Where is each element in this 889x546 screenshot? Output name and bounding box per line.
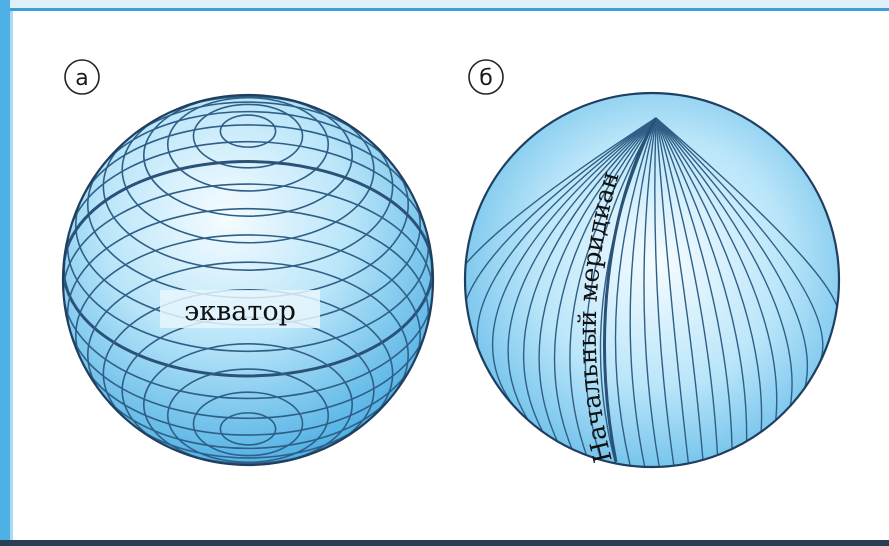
parallel-line — [219, 114, 277, 148]
meridian-line — [655, 117, 809, 388]
parallel-line — [192, 103, 304, 169]
globe-b-marker-text: б — [479, 66, 493, 91]
globe-a-marker: а — [64, 59, 100, 95]
parallel-line — [74, 234, 422, 436]
parallel-line — [102, 101, 394, 271]
meridian-line — [553, 117, 657, 450]
meridian-line — [655, 117, 778, 421]
frame-inner-left — [10, 11, 13, 546]
parallel-line — [192, 391, 304, 457]
parallel-line — [219, 412, 277, 446]
meridian-line — [655, 117, 690, 464]
meridian-line — [569, 117, 657, 456]
meridian-line — [507, 117, 657, 421]
parallel-line — [166, 96, 330, 192]
meridian-line — [655, 117, 793, 406]
meridian-line — [655, 117, 748, 442]
meridian-line — [655, 117, 824, 364]
parallel-line — [166, 368, 330, 464]
meridian-line — [643, 117, 660, 467]
globe-b-outline — [463, 91, 841, 469]
globe-a-outline — [61, 93, 435, 467]
globe-a-sphere — [63, 95, 433, 465]
meridian-line — [491, 117, 657, 407]
globe-b-marker: б — [468, 59, 504, 95]
meridian-line — [629, 117, 657, 467]
parallel-line — [121, 95, 375, 244]
parallel-line — [102, 289, 394, 459]
globe-a-marker-text: а — [75, 66, 88, 91]
meridian-line — [655, 117, 763, 432]
meridian-line — [655, 117, 719, 456]
meridian-line — [614, 117, 657, 466]
meridian-line — [655, 117, 733, 450]
globe-b-sphere — [465, 93, 839, 467]
parallel-line — [86, 261, 410, 450]
meridian-line — [654, 117, 675, 466]
globe-a — [61, 93, 435, 467]
prime-meridian-line — [603, 117, 658, 463]
frame-left-bar — [0, 0, 10, 546]
meridian-line — [584, 117, 657, 461]
frame-top-line — [0, 8, 889, 11]
parallel-line — [66, 207, 430, 420]
frame-top-bar — [0, 0, 889, 8]
meridian-line — [655, 117, 704, 460]
globe-b — [463, 91, 841, 469]
frame-bottom-line — [0, 540, 889, 546]
equator-label: экватор — [184, 296, 296, 327]
meridian-line — [465, 117, 657, 324]
meridian-line — [523, 117, 657, 433]
meridian-line — [538, 117, 657, 442]
meridian-line — [599, 117, 657, 464]
equator-label-bg — [160, 290, 320, 328]
